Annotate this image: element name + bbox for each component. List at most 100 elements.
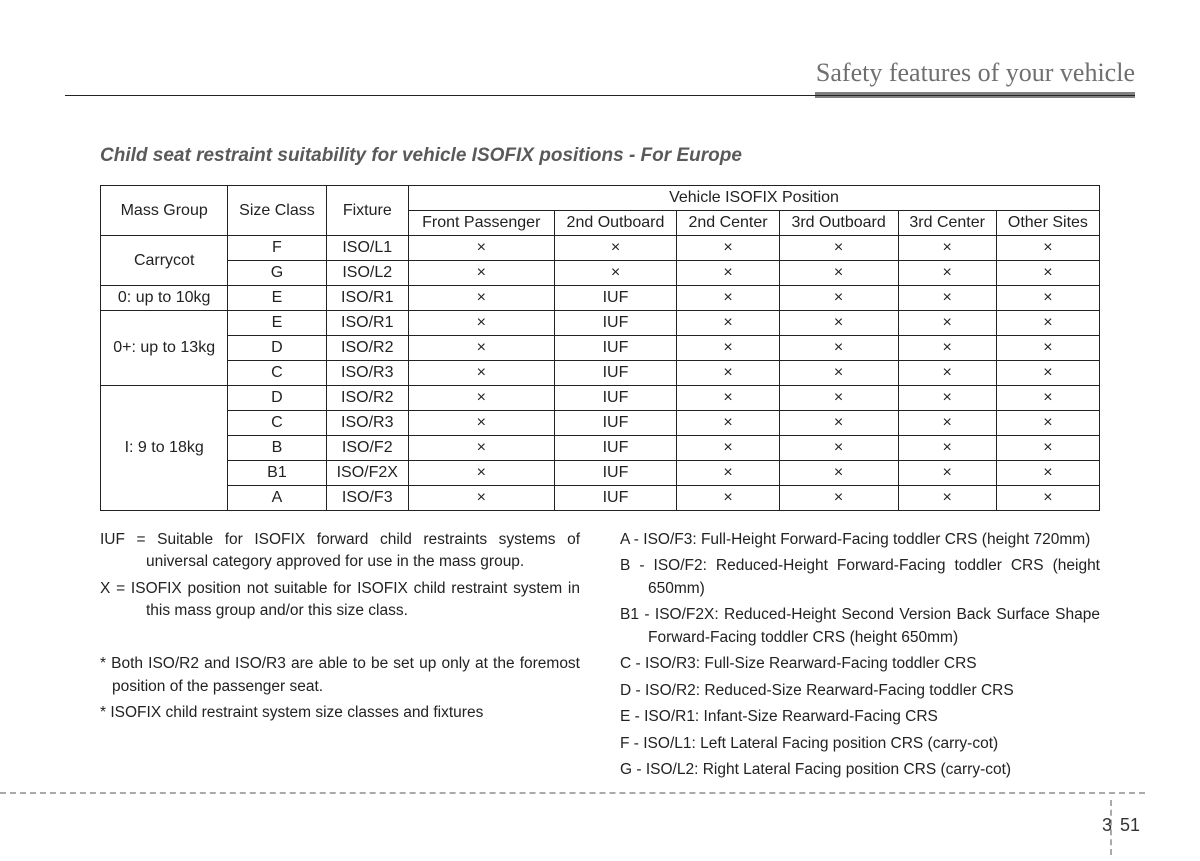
section-title: Child seat restraint suitability for veh… <box>100 145 1100 167</box>
legend-left: IUF = Suitable for ISOFIX forward child … <box>100 529 580 786</box>
legend-line: A - ISO/F3: Full-Height Forward-Facing t… <box>620 529 1100 551</box>
table-row: CISO/R3×IUF×××× <box>101 361 1100 386</box>
position-cell: × <box>996 386 1099 411</box>
table-row: CarrycotFISO/L1×××××× <box>101 236 1100 261</box>
size-class-cell: D <box>228 386 326 411</box>
position-cell: IUF <box>554 386 677 411</box>
position-cell: × <box>408 236 554 261</box>
mass-group-cell: I: 9 to 18kg <box>101 386 228 511</box>
size-class-cell: E <box>228 286 326 311</box>
position-cell: × <box>677 411 779 436</box>
legend-line <box>100 627 580 649</box>
position-cell: × <box>996 286 1099 311</box>
position-cell: × <box>408 386 554 411</box>
position-cell: × <box>779 336 898 361</box>
position-cell: × <box>898 236 996 261</box>
col-front-passenger: Front Passenger <box>408 211 554 236</box>
size-class-cell: E <box>228 311 326 336</box>
position-cell: × <box>779 436 898 461</box>
position-cell: × <box>898 336 996 361</box>
legend-line: X = ISOFIX position not suitable for ISO… <box>100 578 580 623</box>
col-fixture: Fixture <box>326 186 408 236</box>
legend-line: C - ISO/R3: Full-Size Rearward-Facing to… <box>620 653 1100 675</box>
position-cell: × <box>677 261 779 286</box>
position-cell: × <box>408 411 554 436</box>
position-cell: × <box>779 311 898 336</box>
size-class-cell: D <box>228 336 326 361</box>
position-cell: IUF <box>554 311 677 336</box>
fixture-cell: ISO/R2 <box>326 386 408 411</box>
position-cell: × <box>996 486 1099 511</box>
position-cell: × <box>779 486 898 511</box>
legend-line: * ISOFIX child restraint system size cla… <box>100 702 580 724</box>
table-row: CISO/R3×IUF×××× <box>101 411 1100 436</box>
table-row: AISO/F3×IUF×××× <box>101 486 1100 511</box>
legend-line: B1 - ISO/F2X: Reduced-Height Second Vers… <box>620 604 1100 649</box>
fixture-cell: ISO/R3 <box>326 411 408 436</box>
header: Safety features of your vehicle <box>816 58 1135 88</box>
table-row: GISO/L2×××××× <box>101 261 1100 286</box>
position-cell: × <box>779 286 898 311</box>
table-head: Mass Group Size Class Fixture Vehicle IS… <box>101 186 1100 236</box>
position-cell: × <box>677 336 779 361</box>
position-cell: × <box>996 461 1099 486</box>
position-cell: × <box>779 361 898 386</box>
position-cell: IUF <box>554 361 677 386</box>
legend-columns: IUF = Suitable for ISOFIX forward child … <box>100 529 1100 786</box>
col-2nd-center: 2nd Center <box>677 211 779 236</box>
col-mass-group: Mass Group <box>101 186 228 236</box>
position-cell: × <box>554 236 677 261</box>
position-cell: × <box>898 386 996 411</box>
size-class-cell: C <box>228 361 326 386</box>
position-cell: × <box>554 261 677 286</box>
legend-line: B - ISO/F2: Reduced-Height Forward-Facin… <box>620 555 1100 600</box>
position-cell: IUF <box>554 336 677 361</box>
position-cell: × <box>408 286 554 311</box>
mass-group-cell: Carrycot <box>101 236 228 286</box>
isofix-table: Mass Group Size Class Fixture Vehicle IS… <box>100 185 1100 511</box>
position-cell: × <box>996 436 1099 461</box>
legend-line: G - ISO/L2: Right Lateral Facing positio… <box>620 759 1100 781</box>
legend-right: A - ISO/F3: Full-Height Forward-Facing t… <box>620 529 1100 786</box>
position-cell: × <box>898 311 996 336</box>
size-class-cell: C <box>228 411 326 436</box>
fixture-cell: ISO/R3 <box>326 361 408 386</box>
size-class-cell: A <box>228 486 326 511</box>
table-row: BISO/F2×IUF×××× <box>101 436 1100 461</box>
position-cell: × <box>898 261 996 286</box>
legend-line: * Both ISO/R2 and ISO/R3 are able to be … <box>100 653 580 698</box>
position-cell: × <box>898 461 996 486</box>
position-cell: × <box>408 486 554 511</box>
mass-group-cell: 0: up to 10kg <box>101 286 228 311</box>
page-number: 351 <box>1102 815 1140 836</box>
position-cell: × <box>996 261 1099 286</box>
legend-line: E - ISO/R1: Infant-Size Rearward-Facing … <box>620 706 1100 728</box>
position-cell: × <box>996 311 1099 336</box>
col-other-sites: Other Sites <box>996 211 1099 236</box>
position-cell: × <box>677 286 779 311</box>
position-cell: × <box>408 461 554 486</box>
position-cell: × <box>996 236 1099 261</box>
position-cell: × <box>779 411 898 436</box>
chapter-title: Safety features of your vehicle <box>816 58 1135 88</box>
position-cell: IUF <box>554 411 677 436</box>
fixture-cell: ISO/R1 <box>326 311 408 336</box>
position-cell: × <box>898 411 996 436</box>
position-cell: × <box>779 261 898 286</box>
position-cell: × <box>996 361 1099 386</box>
col-size-class: Size Class <box>228 186 326 236</box>
table-row: DISO/R2×IUF×××× <box>101 336 1100 361</box>
position-cell: × <box>898 286 996 311</box>
size-class-cell: G <box>228 261 326 286</box>
size-class-cell: B1 <box>228 461 326 486</box>
size-class-cell: B <box>228 436 326 461</box>
position-cell: IUF <box>554 461 677 486</box>
fixture-cell: ISO/F3 <box>326 486 408 511</box>
position-cell: × <box>408 361 554 386</box>
position-cell: × <box>677 311 779 336</box>
fixture-cell: ISO/R1 <box>326 286 408 311</box>
legend-line: IUF = Suitable for ISOFIX forward child … <box>100 529 580 574</box>
col-3rd-outboard: 3rd Outboard <box>779 211 898 236</box>
position-cell: × <box>677 236 779 261</box>
position-cell: × <box>898 486 996 511</box>
